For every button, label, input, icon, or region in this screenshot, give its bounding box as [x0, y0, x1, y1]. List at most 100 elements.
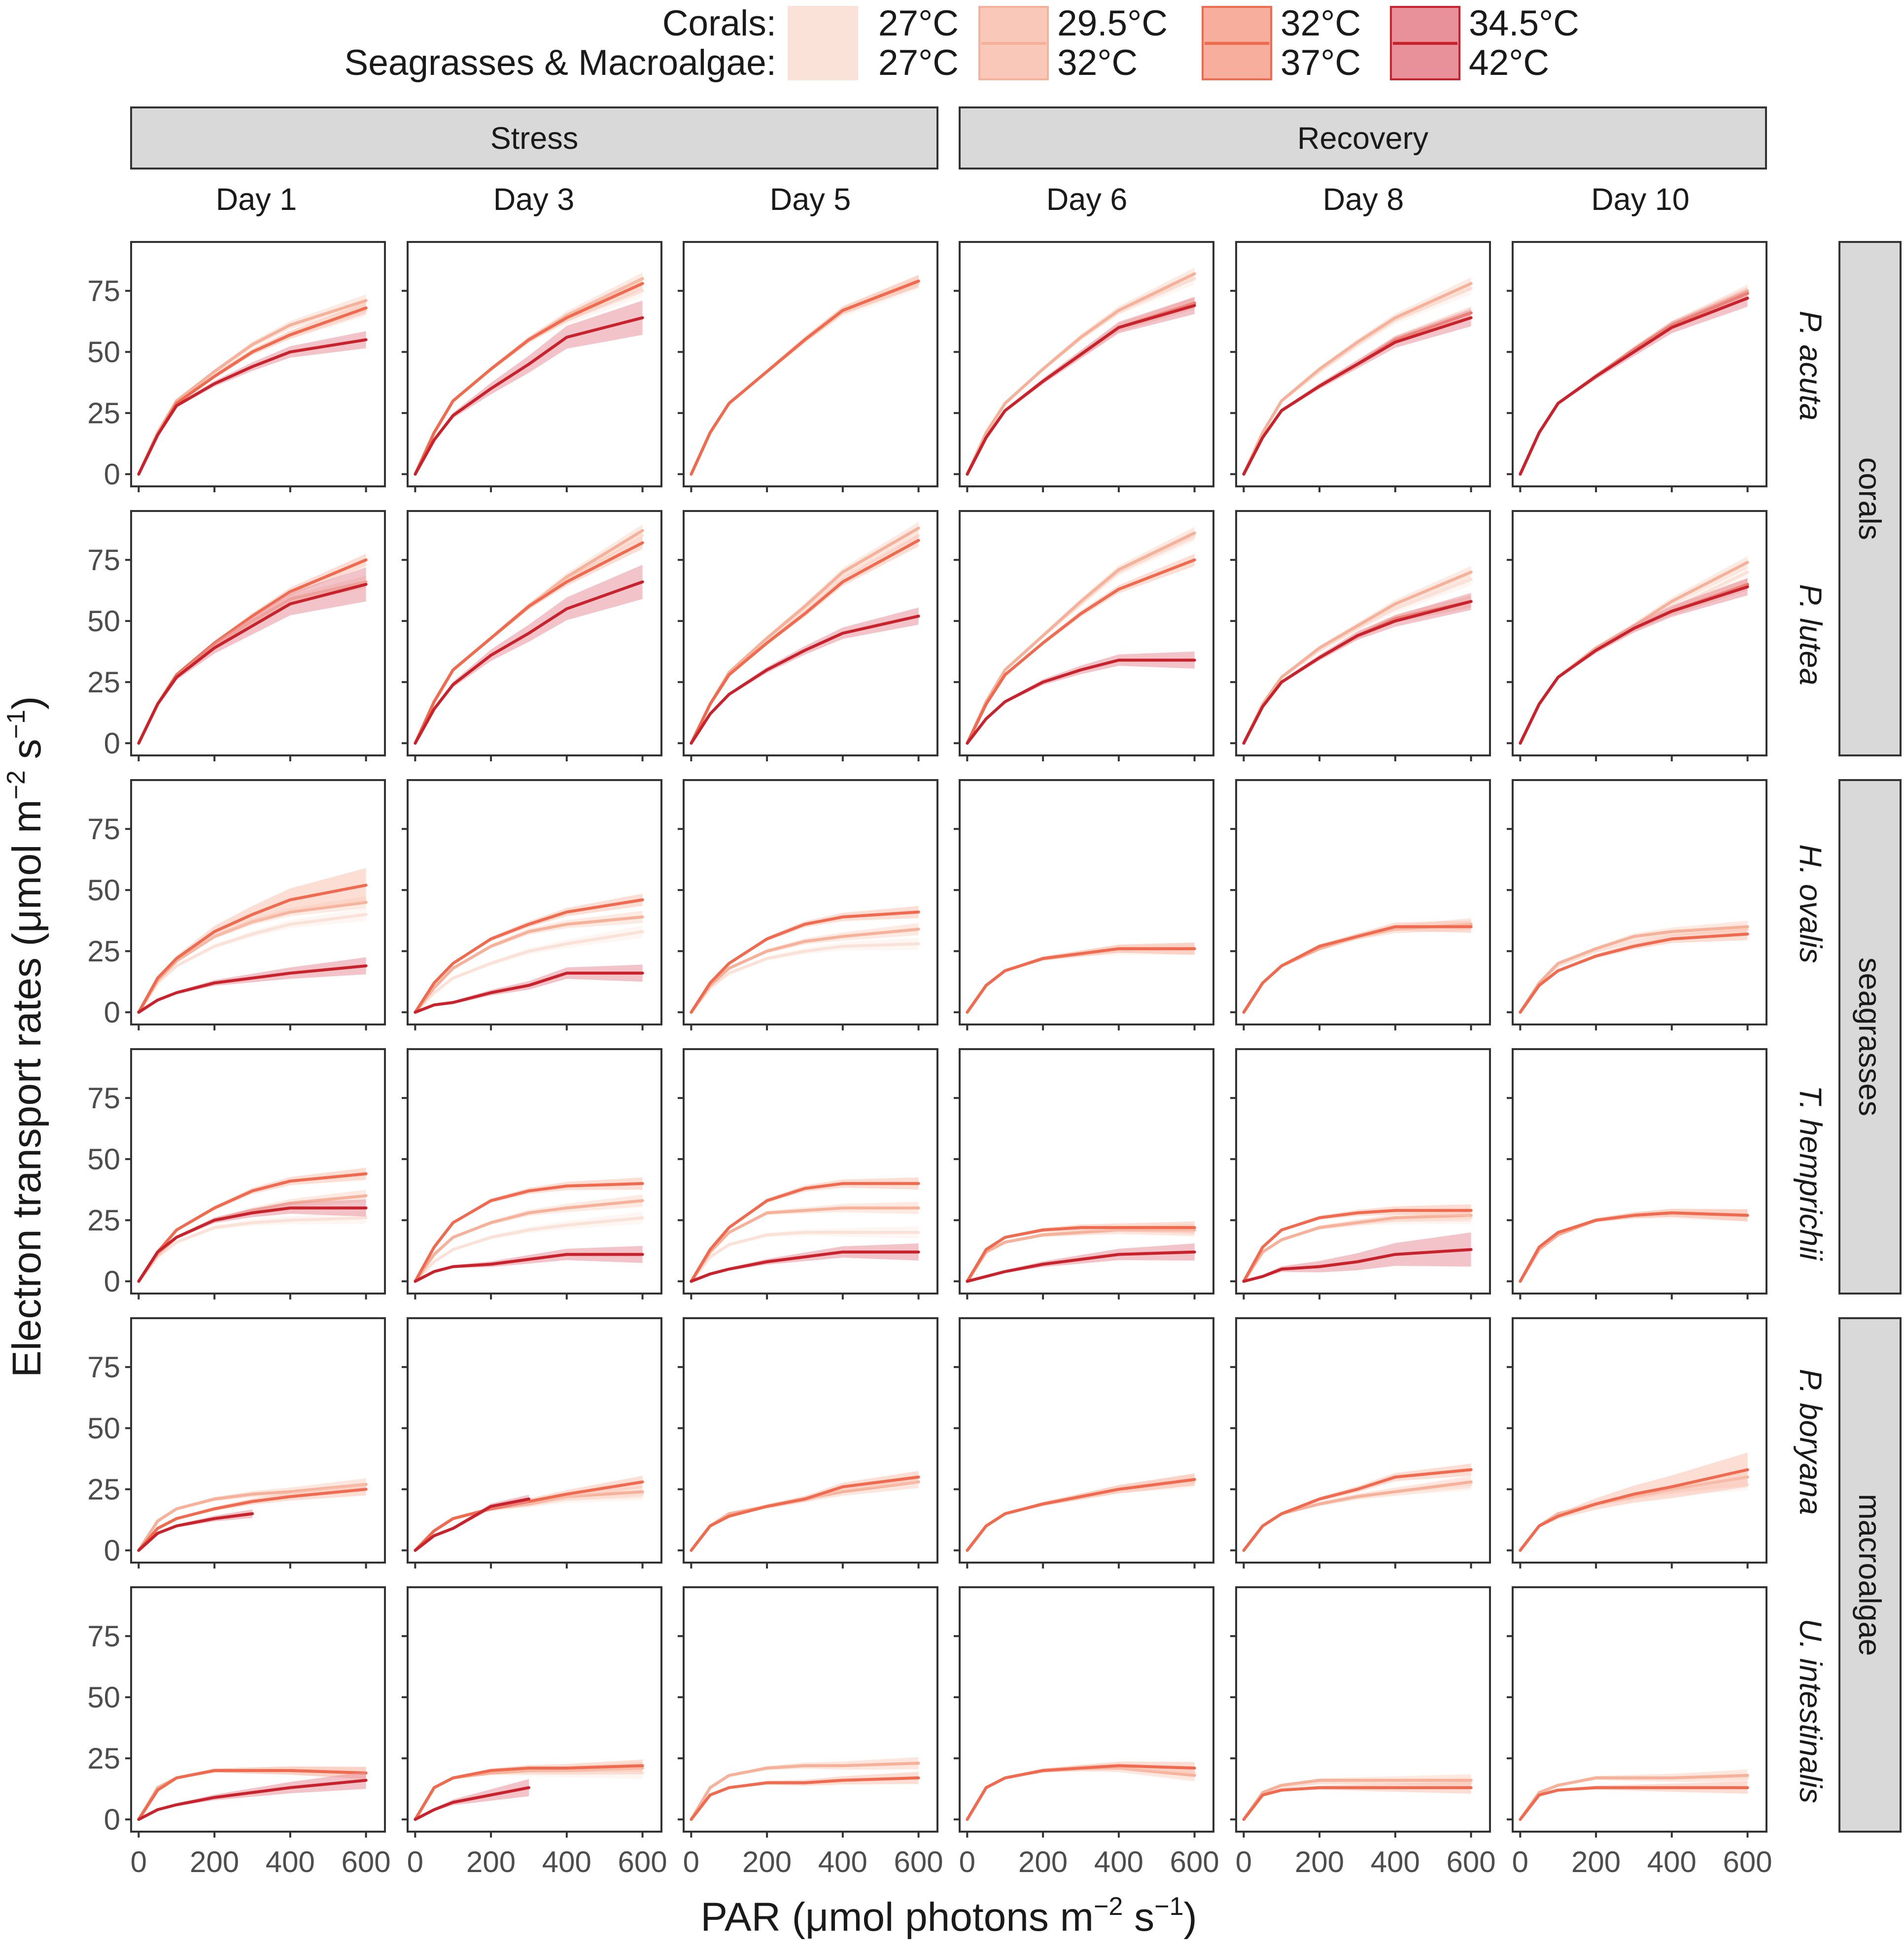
x-tick-label: 400 [1094, 1845, 1143, 1878]
series-line-2 [414, 915, 644, 1014]
y-tick-label: 0 [104, 996, 120, 1029]
panel-border [683, 779, 938, 1025]
panel-t-hemprichii-day-1: 0 25 50 75 [87, 1048, 386, 1299]
species-label-u-intestinalis: U. intestinalis [1793, 1619, 1828, 1804]
legend-key-2: 29.5°C 32°C [978, 3, 1168, 83]
legend-label-other-1: 27°C [878, 43, 959, 83]
panel-border [1235, 241, 1491, 487]
panel-background [1513, 780, 1766, 1024]
series-line-4 [966, 1250, 1196, 1283]
series-line-4 [1519, 297, 1749, 476]
x-tick-label: 0 [683, 1845, 699, 1878]
series-line-3 [137, 1488, 368, 1552]
panel-border [683, 1048, 938, 1295]
group-strip-macroalgae: macroalgae [1838, 1317, 1902, 1833]
series-band-3 [1520, 1781, 1748, 1820]
series-line-1 [414, 930, 644, 1014]
series-line-4 [1242, 1248, 1473, 1283]
series-band-1 [967, 273, 1195, 475]
panel-background [408, 1318, 661, 1563]
series-line-4 [1519, 585, 1749, 745]
panel-t-hemprichii-day-3 [402, 1048, 662, 1299]
panel-p-acuta-day-3 [402, 241, 662, 492]
series-band-1 [1244, 282, 1471, 475]
series-line-3 [690, 1182, 920, 1283]
series-line-1 [414, 1216, 644, 1283]
series-band-3 [1244, 1781, 1471, 1820]
x-axis-title: PAR (μmol photons m−2 s−1) [700, 1892, 1197, 1940]
series-line-2 [1519, 925, 1749, 1014]
panel-border [407, 1048, 662, 1295]
panel-border [130, 1317, 386, 1564]
day-title-3: Day 3 [493, 182, 575, 217]
legend-label-coral-2: 29.5°C [1057, 3, 1168, 43]
panel-u-intestinalis-day-3: 0 200 400 600 [402, 1586, 667, 1878]
y-tick-label: 0 [104, 1803, 120, 1836]
panel-p-acuta-day-10 [1507, 241, 1767, 492]
panel-background [960, 1318, 1213, 1563]
y-tick-label: 25 [87, 935, 120, 968]
panel-border [1235, 779, 1491, 1025]
panel-border [1235, 510, 1491, 756]
x-tick-label: 200 [1295, 1845, 1344, 1878]
panel-border [1512, 241, 1767, 487]
series-line-4 [137, 582, 368, 745]
y-tick-label: 25 [87, 666, 120, 699]
series-band-2 [1244, 566, 1471, 744]
panel-p-boryana-day-5 [678, 1317, 938, 1569]
panel-border [1235, 1586, 1491, 1833]
panel-border [407, 1586, 662, 1833]
panel-background [131, 1318, 385, 1563]
series-band-3 [138, 302, 366, 475]
panel-border [407, 510, 662, 756]
panel-p-boryana-day-1: 0 25 50 75 [87, 1317, 386, 1569]
day-title-5: Day 5 [770, 182, 851, 217]
panel-t-hemprichii-day-8 [1230, 1048, 1491, 1299]
x-tick-label: 400 [1647, 1845, 1696, 1878]
series-line-4 [1242, 316, 1473, 476]
y-tick-label: 75 [87, 274, 120, 307]
panel-border [130, 779, 386, 1025]
series-line-3 [966, 1226, 1196, 1283]
group-strip-seagrasses: seagrasses [1838, 779, 1902, 1295]
series-line-4 [137, 964, 368, 1014]
series-line-2 [966, 272, 1196, 476]
series-line-4 [966, 304, 1196, 476]
series-line-4 [137, 1512, 254, 1552]
series-band-3 [415, 893, 643, 1013]
x-tick-label: 600 [1447, 1845, 1496, 1878]
panel-p-boryana-day-10 [1507, 1317, 1767, 1569]
panel-background [684, 1587, 937, 1832]
legend-key-3: 32°C 37°C [1202, 3, 1361, 83]
y-tick-label: 25 [87, 397, 120, 430]
y-tick-label: 75 [87, 813, 120, 846]
x-tick-label: 400 [266, 1845, 315, 1878]
panel-background [408, 1587, 661, 1832]
series-line-3 [690, 539, 920, 745]
series-line-2 [1242, 1214, 1473, 1283]
series-band-3 [1520, 1452, 1748, 1551]
phase-label-recovery: Recovery [1297, 121, 1429, 156]
panel-border [130, 241, 386, 487]
panel-p-lutea-day-8 [1230, 510, 1491, 761]
series-line-2 [137, 1483, 368, 1552]
panel-h-ovalis-day-1: 0 25 50 75 [87, 779, 386, 1030]
panel-background [1236, 1318, 1490, 1563]
series-line-4 [1242, 600, 1473, 745]
y-tick-label: 50 [87, 605, 120, 638]
x-tick-label: 0 [959, 1845, 975, 1878]
series-band-3 [691, 1177, 919, 1282]
panel-background [1513, 511, 1766, 755]
series-line-3 [966, 947, 1196, 1014]
series-line-3 [1519, 1211, 1749, 1283]
panel-border [407, 241, 662, 487]
series-line-3 [966, 1764, 1196, 1821]
x-tick-label: 600 [618, 1845, 667, 1878]
x-tick-label: 600 [894, 1845, 943, 1878]
y-tick-label: 50 [87, 1681, 120, 1714]
series-band-3 [691, 534, 919, 744]
species-labels: P. acuta P. lutea H. ovalis T. hemprichi… [1793, 310, 1828, 1803]
legend-label-other-3: 37°C [1281, 43, 1361, 83]
panel-border [1512, 1317, 1767, 1564]
